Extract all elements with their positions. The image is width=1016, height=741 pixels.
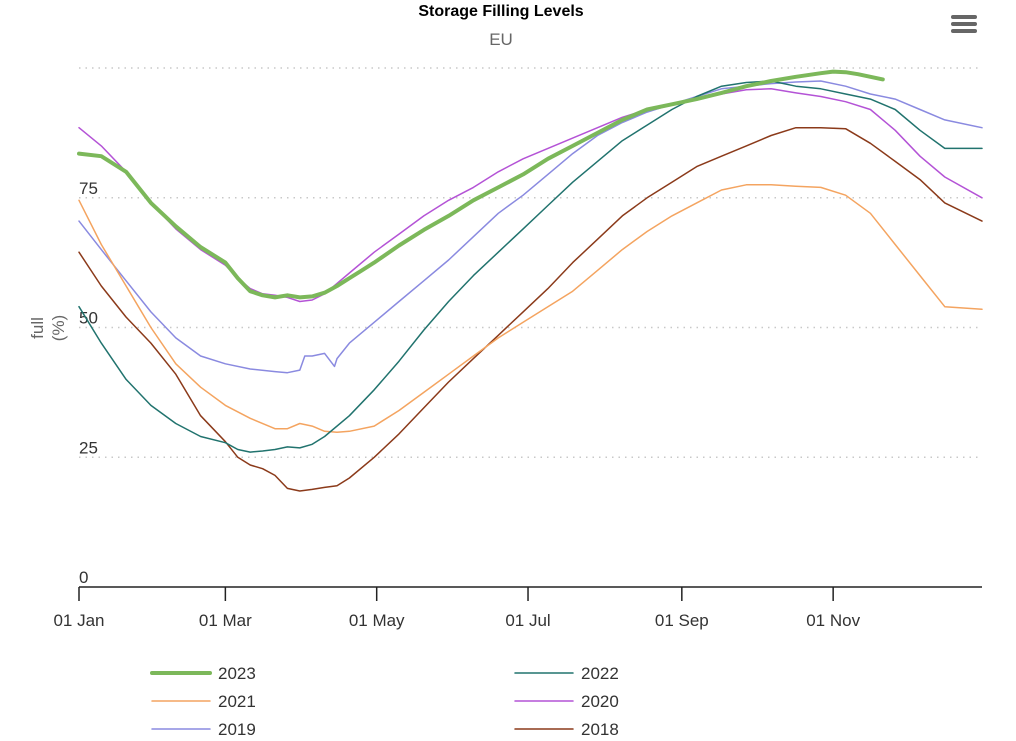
hamburger-menu-icon — [951, 15, 977, 33]
legend-item-2021[interactable]: 2021 — [151, 692, 256, 711]
legend-item-2022[interactable]: 2022 — [514, 664, 619, 683]
legend-label: 2023 — [218, 664, 256, 683]
y-tick-label: 0 — [79, 568, 88, 587]
y-tick-label: 25 — [79, 438, 98, 457]
series-line-2023 — [77, 69, 885, 300]
chart-title: Storage Filling Levels — [418, 3, 583, 20]
chart-subtitle: EU — [489, 30, 513, 49]
legend-item-2023[interactable]: 2023 — [150, 664, 256, 683]
x-tick-label: 01 May — [349, 611, 405, 630]
y-axis-title: full — [28, 317, 47, 339]
series-line-2022 — [78, 80, 983, 453]
y-axis-unit: (%) — [49, 315, 68, 341]
series-line-2018 — [78, 126, 983, 492]
legend-label: 2019 — [218, 720, 256, 739]
x-axis: 01 Jan 01 Mar 01 May 01 Jul 01 Sep 01 Nov — [53, 586, 982, 630]
legend-item-2018[interactable]: 2018 — [514, 720, 619, 739]
chart-menu-button[interactable] — [946, 10, 982, 40]
series-line-2019 — [78, 80, 983, 374]
x-tick-label: 01 Jul — [505, 611, 550, 630]
legend-label: 2021 — [218, 692, 256, 711]
legend-item-2020[interactable]: 2020 — [514, 692, 619, 711]
legend-label: 2018 — [581, 720, 619, 739]
x-tick-label: 01 Sep — [655, 611, 709, 630]
series-line-2021 — [78, 184, 983, 434]
legend-item-2019[interactable]: 2019 — [151, 720, 256, 739]
series-lines — [77, 69, 983, 492]
legend-label: 2020 — [581, 692, 619, 711]
y-tick-label: 75 — [79, 179, 98, 198]
legend: 2023 2022 2021 2020 2019 2018 — [150, 664, 619, 739]
x-tick-label: 01 Jan — [53, 611, 104, 630]
x-tick-label: 01 Nov — [806, 611, 860, 630]
grid-lines — [79, 67, 982, 458]
legend-label: 2022 — [581, 664, 619, 683]
x-tick-label: 01 Mar — [199, 611, 252, 630]
